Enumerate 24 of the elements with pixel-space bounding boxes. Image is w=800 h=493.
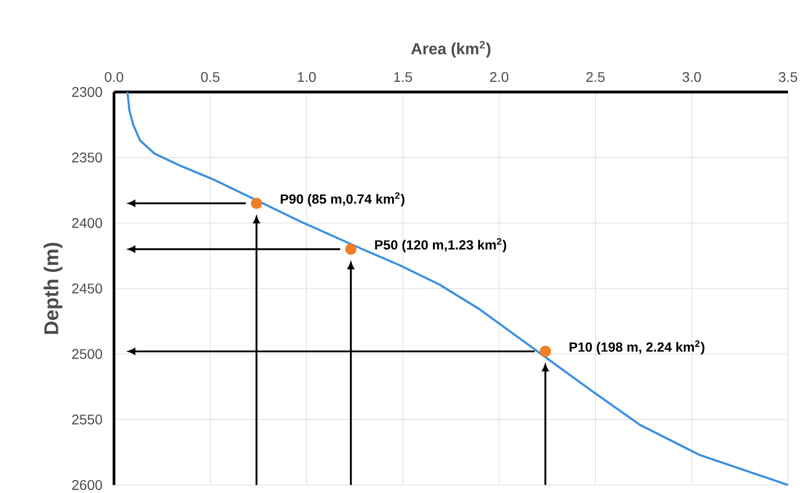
x-tick-label: 0.0 <box>104 72 124 82</box>
x-tick-label: 3.0 <box>682 72 701 82</box>
annotation: P50 (120 m,1.23 km$^{2}$) <box>375 238 506 252</box>
point <box>540 346 551 357</box>
y-tick-label: 2300 <box>72 87 102 97</box>
x-tick-label: 3.5 <box>778 72 798 82</box>
annotation: P90 (85 m,0.74 km$^{2}$) <box>280 192 404 206</box>
x-tick-label: 2.0 <box>490 72 508 82</box>
annotation: P10 (198 m, 2.24 km$^{2}$) <box>570 340 704 354</box>
line-series <box>126 90 790 486</box>
point <box>250 198 262 209</box>
x-tick-label: 1.5 <box>394 72 412 82</box>
y-tick-label: 2450 <box>72 284 102 294</box>
y-tick-label: 2350 <box>72 152 102 162</box>
y-tick-label: 2400 <box>72 218 102 228</box>
x-tick-label: 2.5 <box>586 72 605 82</box>
y-tick-label: 2500 <box>72 349 102 359</box>
x-tick-label: 1.0 <box>298 72 316 82</box>
y-tick-label: 2600 <box>72 480 102 490</box>
y-tick-label: 2550 <box>72 414 102 424</box>
y-axis-title: Depth (m) <box>44 242 62 334</box>
x-axis-title: Area (km$^{2}$) <box>411 40 490 58</box>
x-tick-label: 0.5 <box>201 72 220 82</box>
point <box>345 244 356 255</box>
